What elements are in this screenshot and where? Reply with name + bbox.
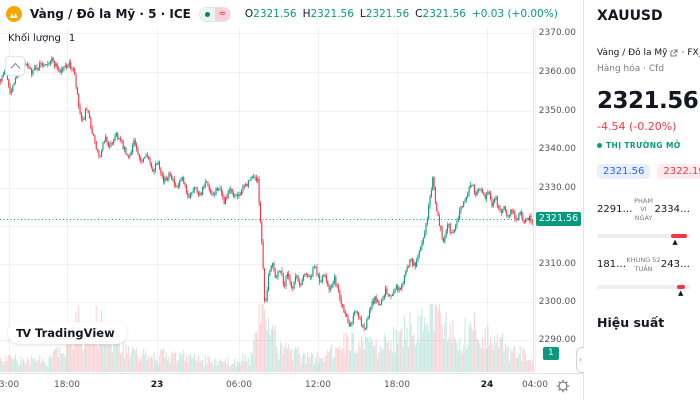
chart-region: Vàng / Đô la Mỹ · 5 · ICE ≈ O2321.56 H23…	[0, 0, 583, 400]
time-axis-label: 06:00	[226, 380, 252, 390]
ohlc-values: O2321.56 H2321.56 L2321.56 C2321.56 +0.0…	[245, 8, 558, 20]
week52-label: KHUNG 52 TUẦN	[626, 256, 661, 273]
candlestick-chart[interactable]	[0, 28, 583, 373]
time-axis-label: 18:00	[384, 380, 410, 390]
market-open-dot-icon	[597, 143, 602, 148]
week52-high: 243…	[660, 259, 690, 271]
price-axis-label: 2290.00	[538, 335, 576, 345]
bid-ask-row: 2321.56 2322.19	[597, 164, 700, 179]
bid-price[interactable]: 2321.56	[597, 164, 651, 179]
price-change: -4.54 (-0.20%)	[597, 120, 677, 133]
sidebar-collapse-handle[interactable]: ‹	[576, 347, 584, 373]
week52-range-slider: ▲	[597, 285, 690, 297]
symbol-title[interactable]: Vàng / Đô la Mỹ · 5 · ICE	[30, 7, 191, 21]
ask-price[interactable]: 2322.19	[657, 164, 700, 179]
market-status-text: THỊ TRƯỜNG MỞ	[606, 141, 681, 150]
market-status-toggle[interactable]: ≈	[198, 6, 231, 22]
price-axis-label: 2370.00	[538, 28, 576, 38]
sidebar-symbol-description: Vàng / Đô la Mỹ · FX_IDC	[597, 48, 700, 58]
low-label: L	[359, 8, 366, 20]
delayed-data-icon: ≈	[214, 7, 230, 21]
exchange-name: FX_IDC	[687, 48, 700, 58]
week52-range-marker-icon: ▲	[677, 289, 684, 298]
performance-heading: Hiệu suất	[597, 315, 665, 331]
chart-legend-header: Vàng / Đô la Mỹ · 5 · ICE ≈ O2321.56 H23…	[0, 0, 583, 28]
week52-range-segment	[676, 285, 686, 290]
close-label: C	[415, 8, 423, 20]
time-axis-label: 12:00	[305, 380, 331, 390]
day-range-high: 2334…	[654, 204, 690, 216]
time-axis-label: 23	[150, 380, 164, 390]
volume-legend-value: 1	[68, 33, 76, 44]
exchange-separator: ·	[681, 48, 685, 58]
open-label: O	[244, 8, 254, 20]
chevron-left-icon: ‹	[579, 356, 582, 364]
day-range-segment	[671, 234, 688, 239]
price-axis-label: 2350.00	[538, 106, 576, 116]
time-axis-label: 24	[480, 380, 494, 390]
tradingview-mark-icon: TV	[16, 326, 31, 340]
price-axis-label: 2300.00	[538, 297, 576, 307]
day-range-slider: ▲	[597, 234, 690, 246]
gear-icon	[556, 379, 570, 393]
time-axis-label: 3:00	[0, 380, 20, 390]
day-range-block: 2291… PHẠM VI NGÀY 2334… ▲	[597, 197, 690, 246]
timezone-settings-button[interactable]	[556, 378, 570, 393]
last-price: 2321.56	[597, 88, 699, 114]
tradingview-logo[interactable]: TV TradingView	[8, 322, 127, 344]
volume-legend[interactable]: Khối lượng 1	[8, 33, 75, 44]
pane-collapse-button[interactable]	[5, 56, 25, 76]
symbol-description-text[interactable]: Vàng / Đô la Mỹ	[597, 48, 668, 58]
instrument-type: Hàng hóa · Cfd	[597, 64, 665, 74]
close-value: 2321.56	[422, 8, 466, 20]
tradingview-logo-text: TradingView	[35, 326, 115, 340]
week52-low: 181…	[597, 259, 627, 271]
low-value: 2321.56	[365, 8, 410, 20]
time-axis-label: 18:00	[54, 380, 80, 390]
price-axis-label: 2360.00	[538, 67, 576, 77]
time-axis-label: 04:00	[522, 380, 548, 390]
price-axis-label: 2340.00	[538, 144, 576, 154]
day-range-low: 2291…	[597, 204, 633, 216]
details-sidebar: XAUUSD Vàng / Đô la Mỹ · FX_IDC Hàng hóa…	[583, 0, 700, 400]
market-status: THỊ TRƯỜNG MỞ	[597, 141, 690, 150]
sidebar-price-row: 2321.56 USD	[597, 88, 699, 114]
sidebar-symbol[interactable]: XAUUSD	[597, 8, 663, 24]
volume-legend-label: Khối lượng	[8, 33, 61, 44]
high-value: 2321.56	[310, 8, 354, 20]
price-axis-label: 2330.00	[538, 183, 576, 193]
week52-range-block: 181… KHUNG 52 TUẦN 243… ▲	[597, 256, 690, 297]
open-value: 2321.56	[253, 8, 297, 20]
last-price-label: 2321.56	[536, 212, 581, 226]
time-axis[interactable]: 3:00 18:00 23 06:00 12:00 18:00 24 04:00	[0, 373, 583, 400]
high-label: H	[302, 8, 311, 20]
bar-change-value: +0.03 (+0.00%)	[471, 8, 558, 20]
price-axis-label: 2310.00	[538, 259, 576, 269]
market-open-indicator-icon	[199, 7, 215, 21]
volume-axis-badge: 1	[543, 347, 559, 360]
external-link-icon[interactable]	[670, 49, 678, 57]
day-range-label: PHẠM VI NGÀY	[634, 197, 653, 222]
day-range-marker-icon: ▲	[672, 238, 678, 247]
chevron-up-icon	[10, 62, 20, 73]
symbol-logo-icon[interactable]	[6, 6, 22, 22]
